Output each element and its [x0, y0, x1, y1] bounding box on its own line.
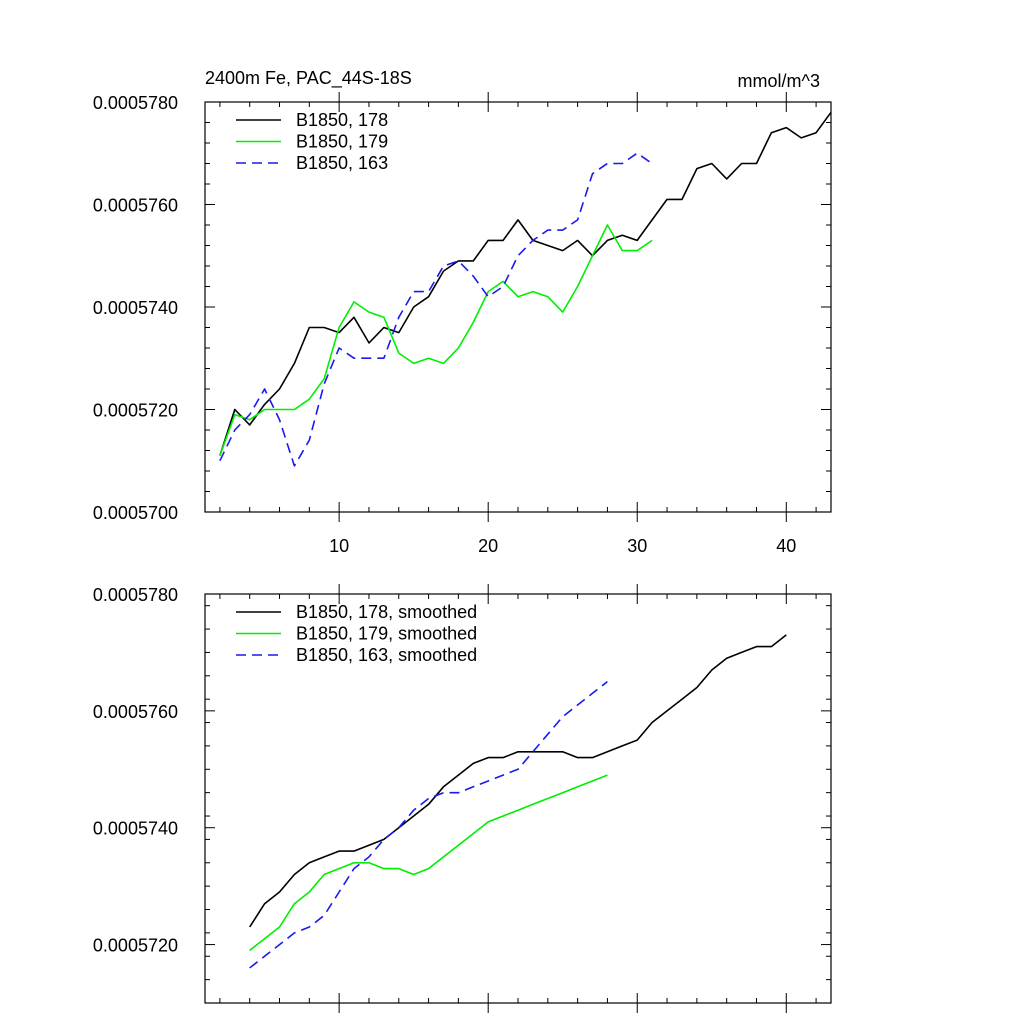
- legend-label-2: B1850, 179, smoothed: [296, 624, 477, 644]
- chart-title-top: 2400m Fe, PAC_44S-18S: [205, 68, 412, 89]
- series-line-3: [249, 680, 608, 969]
- series-line-1: [249, 634, 787, 928]
- units-label-top: mmol/m^3: [738, 71, 820, 91]
- series-line-1: [219, 111, 832, 456]
- y-tick-label: 0.0005720: [93, 936, 178, 956]
- y-tick-label: 0.0005780: [93, 93, 178, 113]
- series-line-2: [219, 224, 653, 456]
- legend-label-3: B1850, 163: [296, 153, 388, 173]
- x-tick-label: 20: [478, 536, 498, 556]
- y-tick-label: 0.0005720: [93, 401, 178, 421]
- legend-label-3: B1850, 163, smoothed: [296, 645, 477, 665]
- legend-label-2: B1850, 179: [296, 132, 388, 152]
- y-tick-label: 0.0005740: [93, 819, 178, 839]
- y-tick-label: 0.0005700: [93, 503, 178, 523]
- x-tick-label: 30: [627, 536, 647, 556]
- y-tick-label: 0.0005760: [93, 196, 178, 216]
- series-line-2: [249, 774, 608, 952]
- legend-label-1: B1850, 178, smoothed: [296, 602, 477, 622]
- y-tick-label: 0.0005760: [93, 702, 178, 722]
- panel-bottom: 0.0005720 0.0005740 0.0005760 0.0005780 B185…: [93, 584, 832, 1013]
- x-tick-label: 40: [776, 536, 796, 556]
- y-tick-label: 0.0005780: [93, 585, 178, 605]
- x-tick-label: 10: [329, 536, 349, 556]
- y-tick-label: 0.0005740: [93, 298, 178, 318]
- panel-top: 10 20 30 40 0.0005700 0.0005720 0.0005740 0.000…: [93, 92, 832, 556]
- legend-label-1: B1850, 178: [296, 110, 388, 130]
